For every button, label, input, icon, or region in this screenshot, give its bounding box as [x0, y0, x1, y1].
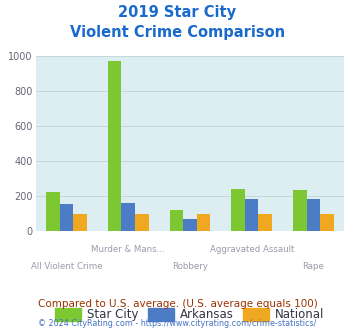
Bar: [307, 199, 320, 231]
Bar: [170, 210, 183, 231]
Bar: [197, 214, 210, 231]
Bar: [60, 204, 73, 231]
Bar: [293, 190, 307, 231]
Bar: [320, 214, 334, 231]
Text: Robbery: Robbery: [172, 262, 208, 271]
Bar: [183, 219, 197, 231]
Text: Rape: Rape: [302, 262, 324, 271]
Bar: [245, 199, 258, 231]
Bar: [108, 61, 121, 231]
Text: Violent Crime Comparison: Violent Crime Comparison: [70, 25, 285, 40]
Legend: Star City, Arkansas, National: Star City, Arkansas, National: [50, 303, 329, 326]
Text: Murder & Mans...: Murder & Mans...: [91, 245, 165, 254]
Bar: [258, 214, 272, 231]
Bar: [121, 203, 135, 231]
Text: Aggravated Assault: Aggravated Assault: [209, 245, 294, 254]
Text: All Violent Crime: All Violent Crime: [31, 262, 102, 271]
Text: Compared to U.S. average. (U.S. average equals 100): Compared to U.S. average. (U.S. average …: [38, 299, 317, 309]
Text: © 2024 CityRating.com - https://www.cityrating.com/crime-statistics/: © 2024 CityRating.com - https://www.city…: [38, 319, 317, 328]
Bar: [46, 192, 60, 231]
Bar: [135, 214, 148, 231]
Bar: [231, 189, 245, 231]
Bar: [73, 214, 87, 231]
Text: 2019 Star City: 2019 Star City: [119, 5, 236, 20]
